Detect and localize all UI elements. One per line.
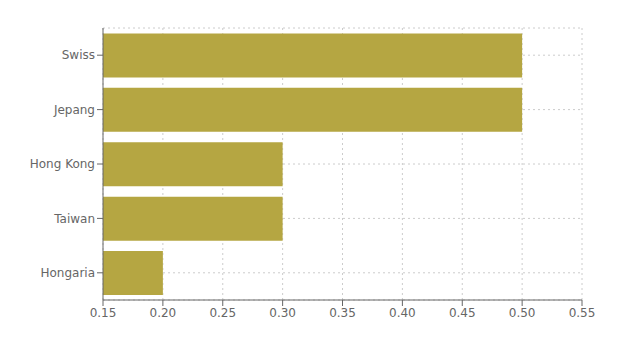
svg-text:0.50: 0.50 — [509, 306, 536, 320]
svg-text:Hong Kong: Hong Kong — [30, 157, 95, 171]
svg-text:0.55: 0.55 — [569, 306, 596, 320]
svg-text:0.15: 0.15 — [90, 306, 117, 320]
svg-text:Jepang: Jepang — [53, 103, 95, 117]
svg-text:0.40: 0.40 — [389, 306, 416, 320]
svg-text:0.35: 0.35 — [329, 306, 356, 320]
svg-text:0.45: 0.45 — [449, 306, 476, 320]
svg-text:Swiss: Swiss — [62, 48, 95, 62]
svg-text:Hongaria: Hongaria — [40, 266, 95, 280]
svg-text:Taiwan: Taiwan — [53, 212, 95, 226]
svg-text:0.30: 0.30 — [269, 306, 296, 320]
svg-text:0.20: 0.20 — [150, 306, 177, 320]
svg-text:0.25: 0.25 — [209, 306, 236, 320]
